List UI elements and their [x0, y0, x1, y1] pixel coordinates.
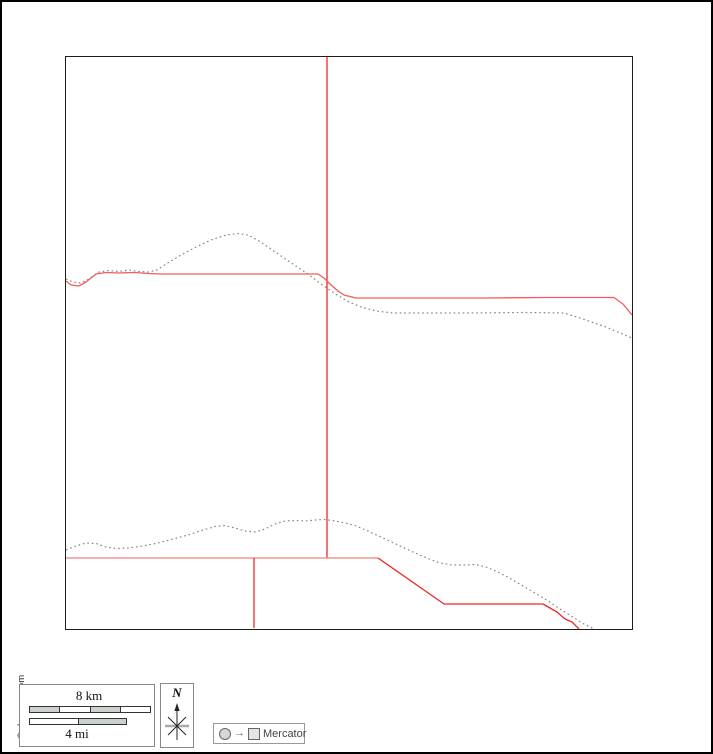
- projection-symbol-icon: [248, 727, 260, 740]
- scale-segment: [77, 719, 126, 724]
- boundary-upper-dotted: [66, 232, 632, 339]
- scale-km-segments: [29, 706, 151, 713]
- compass: N: [160, 683, 194, 748]
- map-svg: [66, 57, 632, 629]
- scale-segment: [59, 707, 90, 712]
- road-bottom-descender: [377, 557, 580, 629]
- scale-segment: [30, 707, 60, 712]
- north-label: N: [172, 685, 182, 700]
- scale-segment: [89, 707, 120, 712]
- boundary-lower-dotted: [66, 518, 595, 629]
- scale-mi-label: 4 mi: [65, 726, 89, 741]
- sphere-symbol-icon: [219, 727, 231, 740]
- road-upper-horizontal: [66, 271, 632, 316]
- scale-bar: 8 km 4 mi: [19, 684, 155, 747]
- projection-legend: → Mercator: [213, 723, 307, 744]
- arrow-right-icon: →: [234, 727, 245, 739]
- scale-mi-segments: [29, 718, 127, 725]
- compass-star-icon: [165, 703, 189, 740]
- scale-km-label: 8 km: [75, 688, 103, 703]
- scale-segment: [119, 707, 150, 712]
- projection-name: Mercator: [263, 727, 307, 740]
- scale-segment: [30, 719, 78, 724]
- map-canvas: [65, 56, 633, 630]
